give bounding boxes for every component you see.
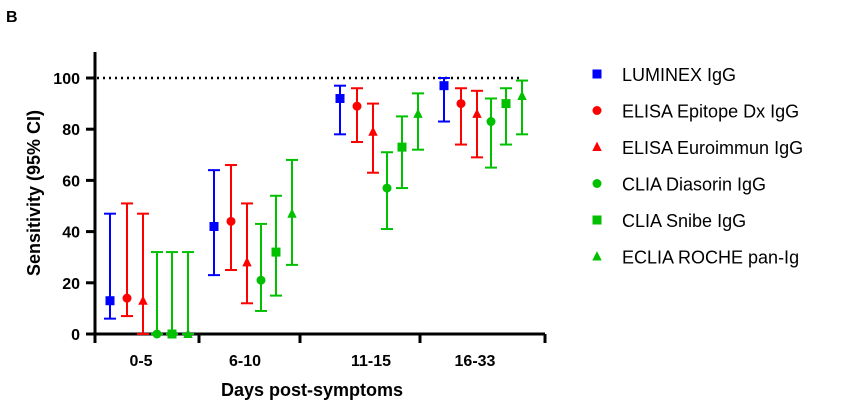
legend-label: ELISA Epitope Dx IgG: [622, 102, 799, 122]
data-point-group: [151, 251, 163, 339]
data-point-group: [121, 202, 133, 318]
data-point-group: [500, 87, 512, 146]
legend-marker: [592, 106, 602, 115]
legend-marker: [592, 251, 602, 261]
data-point-group: [334, 84, 346, 136]
data-point-group: [166, 251, 178, 339]
legend-item: CLIA Diasorin IgG: [592, 175, 766, 195]
legend-item: CLIA Snibe IgG: [592, 211, 746, 231]
data-point: [122, 293, 132, 303]
panel-label: B: [6, 9, 18, 26]
data-point-group: [255, 222, 267, 312]
data-point: [152, 329, 162, 339]
data-point: [382, 183, 392, 193]
x-ticks: 0-5 6-10 11-15 16-33: [93, 334, 547, 370]
data-point: [472, 108, 482, 118]
legend: LUMINEX IgG ELISA Epitope Dx IgG ELISA Eur…: [592, 65, 803, 268]
data-point: [271, 247, 281, 257]
y-axis-title: Sensitivity (95% CI): [24, 110, 44, 276]
data-point: [413, 108, 423, 118]
data-point: [501, 99, 511, 109]
legend-item: ECLIA ROCHE pan-Ig: [592, 248, 799, 268]
data-point-group: [270, 194, 282, 297]
data-point-group: [485, 97, 497, 169]
data-point: [167, 329, 177, 339]
data-point: [456, 99, 466, 109]
legend-label: LUMINEX IgG: [622, 65, 736, 85]
data-point: [105, 296, 115, 306]
x-tick-label: 11-15: [351, 353, 391, 370]
data-point-group: [367, 102, 379, 174]
y-tick-label: 0: [71, 327, 80, 344]
data-point-group: [208, 169, 220, 277]
data-point: [368, 126, 378, 136]
data-point-group: [396, 115, 408, 190]
data-point-group: [381, 151, 393, 231]
data-point: [352, 101, 362, 111]
data-point: [335, 93, 345, 103]
data-point: [287, 208, 297, 218]
data-point: [439, 81, 449, 91]
data-point-group: [104, 212, 116, 320]
y-ticks: 0 20 40 60 80 100: [53, 71, 95, 344]
legend-item: ELISA Epitope Dx IgG: [592, 102, 799, 122]
y-tick-label: 20: [62, 276, 80, 293]
data-point: [138, 295, 148, 305]
data-point: [397, 142, 407, 152]
x-tick-label: 6-10: [229, 353, 261, 370]
x-axis-title: Days post-symptoms: [221, 380, 403, 400]
legend-item: LUMINEX IgG: [592, 65, 736, 85]
data-point-group: [137, 212, 149, 335]
y-tick-label: 40: [62, 225, 80, 242]
data-point: [242, 256, 252, 267]
data-point-group: [471, 89, 483, 159]
data-point-group: [241, 202, 253, 305]
legend-marker: [592, 69, 602, 79]
legend-label: ELISA Euroimmun IgG: [622, 138, 803, 158]
legend-marker: [592, 141, 602, 152]
data-point-group: [286, 158, 298, 266]
data-point: [517, 90, 527, 100]
data-point-group: [182, 251, 194, 339]
data-point: [209, 221, 219, 231]
legend-label: CLIA Snibe IgG: [622, 211, 746, 231]
x-tick-label: 0-5: [129, 353, 152, 370]
data-point: [256, 275, 266, 285]
data-point: [486, 117, 496, 127]
legend-label: ECLIA ROCHE pan-Ig: [622, 248, 799, 268]
data-point-group: [351, 87, 363, 143]
y-tick-label: 100: [53, 71, 80, 88]
data-point: [183, 328, 193, 339]
legend-item: ELISA Euroimmun IgG: [592, 138, 803, 158]
data-point: [226, 216, 236, 226]
legend-marker: [592, 215, 602, 225]
y-tick-label: 80: [62, 122, 80, 139]
y-tick-label: 60: [62, 173, 80, 190]
data-point-group: [225, 164, 237, 271]
data-point-group: [455, 87, 467, 146]
legend-marker: [592, 179, 602, 188]
data-point-group: [412, 92, 424, 151]
x-tick-label: 16-33: [455, 353, 496, 370]
plot-marks: [104, 77, 528, 339]
data-point-group: [516, 79, 528, 136]
data-point-group: [438, 77, 450, 123]
legend-label: CLIA Diasorin IgG: [622, 175, 766, 195]
